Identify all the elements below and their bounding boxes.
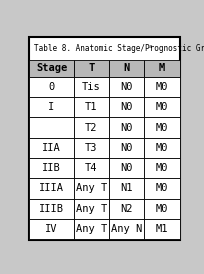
Text: M0: M0 [156, 102, 168, 112]
Bar [74, 117, 109, 138]
Bar [109, 219, 144, 239]
Bar [144, 60, 180, 77]
Bar [29, 117, 74, 138]
Text: N0: N0 [121, 122, 133, 133]
Text: N0: N0 [121, 163, 133, 173]
Bar [74, 97, 109, 117]
Bar [144, 138, 180, 158]
Bar [29, 219, 74, 239]
Bar [144, 178, 180, 199]
Bar [74, 77, 109, 97]
Bar [109, 77, 144, 97]
Bar [144, 97, 180, 117]
Bar [29, 158, 74, 178]
Bar [109, 138, 144, 158]
Bar [74, 199, 109, 219]
Bar [29, 77, 74, 97]
Text: T3: T3 [85, 143, 98, 153]
Text: M0: M0 [156, 204, 168, 214]
Bar [109, 60, 144, 77]
Bar [109, 199, 144, 219]
Bar [74, 219, 109, 239]
Text: N1: N1 [121, 184, 133, 193]
Text: T: T [88, 63, 94, 73]
Text: N0: N0 [121, 102, 133, 112]
Text: Any T: Any T [76, 204, 107, 214]
Bar [109, 178, 144, 199]
Text: T1: T1 [85, 102, 98, 112]
Text: Any T: Any T [76, 184, 107, 193]
Bar [144, 219, 180, 239]
Text: a: a [149, 44, 152, 49]
Bar [74, 60, 109, 77]
Bar [29, 60, 74, 77]
Text: IIB: IIB [42, 163, 61, 173]
Bar [74, 178, 109, 199]
Bar [29, 178, 74, 199]
Bar [144, 199, 180, 219]
Text: M: M [159, 63, 165, 73]
Text: IV: IV [45, 224, 58, 234]
Bar [74, 158, 109, 178]
Text: M0: M0 [156, 82, 168, 92]
Bar [109, 158, 144, 178]
Text: T4: T4 [85, 163, 98, 173]
Text: Any T: Any T [76, 224, 107, 234]
Text: M0: M0 [156, 122, 168, 133]
Text: IIIB: IIIB [39, 204, 64, 214]
Text: M0: M0 [156, 184, 168, 193]
Text: I: I [48, 102, 55, 112]
Text: M0: M0 [156, 163, 168, 173]
Bar [144, 77, 180, 97]
Text: M0: M0 [156, 143, 168, 153]
Text: N2: N2 [121, 204, 133, 214]
Bar [144, 117, 180, 138]
Bar [74, 138, 109, 158]
Text: N: N [124, 63, 130, 73]
Text: 0: 0 [48, 82, 55, 92]
Text: N0: N0 [121, 82, 133, 92]
Text: Stage: Stage [36, 63, 67, 73]
Text: Table 8. Anatomic Stage/Prognostic Groups: Table 8. Anatomic Stage/Prognostic Group… [34, 44, 204, 53]
Bar [109, 97, 144, 117]
Text: Any N: Any N [111, 224, 142, 234]
Text: N0: N0 [121, 143, 133, 153]
Bar [29, 138, 74, 158]
Bar [144, 158, 180, 178]
Bar [109, 117, 144, 138]
Bar [29, 97, 74, 117]
Bar [29, 199, 74, 219]
Text: IIIA: IIIA [39, 184, 64, 193]
Text: T2: T2 [85, 122, 98, 133]
Text: IIA: IIA [42, 143, 61, 153]
Text: M1: M1 [156, 224, 168, 234]
Text: Tis: Tis [82, 82, 101, 92]
